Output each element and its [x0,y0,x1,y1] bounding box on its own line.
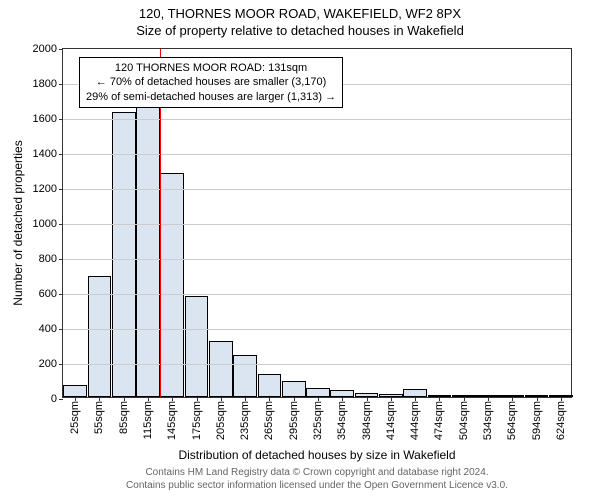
x-tick-label: 474sqm [433,401,445,440]
annotation-line: 120 THORNES MOOR ROAD: 131sqm [86,61,336,75]
y-tick-mark [59,224,63,225]
bar [185,296,209,398]
y-tick-label: 0 [51,393,57,405]
x-tick-label: 444sqm [409,401,421,440]
gridline [63,154,571,155]
x-tick-label: 594sqm [531,401,543,440]
y-tick-label: 400 [39,323,57,335]
bar [403,389,427,397]
x-axis-label: Distribution of detached houses by size … [62,448,572,462]
bar [306,388,330,397]
footer: Contains HM Land Registry data © Crown c… [62,466,572,492]
y-tick-mark [59,294,63,295]
x-tick-label: 384sqm [361,401,373,440]
x-tick-label: 295sqm [288,401,300,440]
y-tick-label: 1200 [33,183,57,195]
bar [258,374,282,397]
title-main: 120, THORNES MOOR ROAD, WAKEFIELD, WF2 8… [0,6,600,21]
x-tick-label: 175sqm [191,401,203,440]
bar [63,385,87,397]
x-tick-label: 115sqm [142,401,154,439]
bar [136,107,160,398]
y-tick-mark [59,119,63,120]
y-tick-mark [59,49,63,50]
y-axis-label: Number of detached properties [11,140,25,305]
x-tick-label: 624sqm [555,401,567,440]
x-tick-label: 55sqm [93,401,105,434]
y-tick-mark [59,259,63,260]
x-tick-label: 85sqm [118,401,130,434]
gridline [63,329,571,330]
x-tick-label: 325sqm [312,401,324,440]
x-tick-label: 205sqm [215,401,227,440]
y-tick-label: 800 [39,253,57,265]
x-tick-label: 25sqm [69,401,81,434]
title-sub: Size of property relative to detached ho… [0,23,600,38]
x-tick-label: 145sqm [166,401,178,440]
y-tick-mark [59,189,63,190]
annotation-box: 120 THORNES MOOR ROAD: 131sqm← 70% of de… [79,57,343,108]
x-tick-label: 504sqm [458,401,470,440]
y-tick-label: 600 [39,288,57,300]
x-tick-label: 265sqm [263,401,275,440]
chart-area: Number of detached properties 0200400600… [62,48,572,398]
plot-area: 020040060080010001200140016001800200025s… [62,48,572,398]
gridline [63,189,571,190]
bar [233,355,257,397]
bar [330,390,354,397]
gridline [63,119,571,120]
gridline [63,259,571,260]
gridline [63,224,571,225]
x-tick-label: 235sqm [239,401,251,440]
x-tick-label: 354sqm [336,401,348,440]
bar [209,341,233,397]
x-tick-label: 564sqm [506,401,518,440]
annotation-line: ← 70% of detached houses are smaller (3,… [86,75,336,89]
y-tick-label: 2000 [33,43,57,55]
y-tick-mark [59,84,63,85]
y-tick-mark [59,399,63,400]
annotation-line: 29% of semi-detached houses are larger (… [86,90,336,104]
y-tick-mark [59,329,63,330]
y-tick-label: 1000 [33,218,57,230]
y-tick-label: 1400 [33,148,57,160]
x-tick-label: 534sqm [482,401,494,440]
y-tick-label: 1800 [33,78,57,90]
y-tick-label: 200 [39,358,57,370]
x-tick-label: 414sqm [385,401,397,440]
y-tick-label: 1600 [33,113,57,125]
gridline [63,364,571,365]
bar [282,381,306,397]
y-tick-mark [59,364,63,365]
footer-line-1: Contains HM Land Registry data © Crown c… [62,466,572,479]
chart-titles: 120, THORNES MOOR ROAD, WAKEFIELD, WF2 8… [0,0,600,38]
gridline [63,294,571,295]
y-tick-mark [59,154,63,155]
footer-line-2: Contains public sector information licen… [62,479,572,492]
